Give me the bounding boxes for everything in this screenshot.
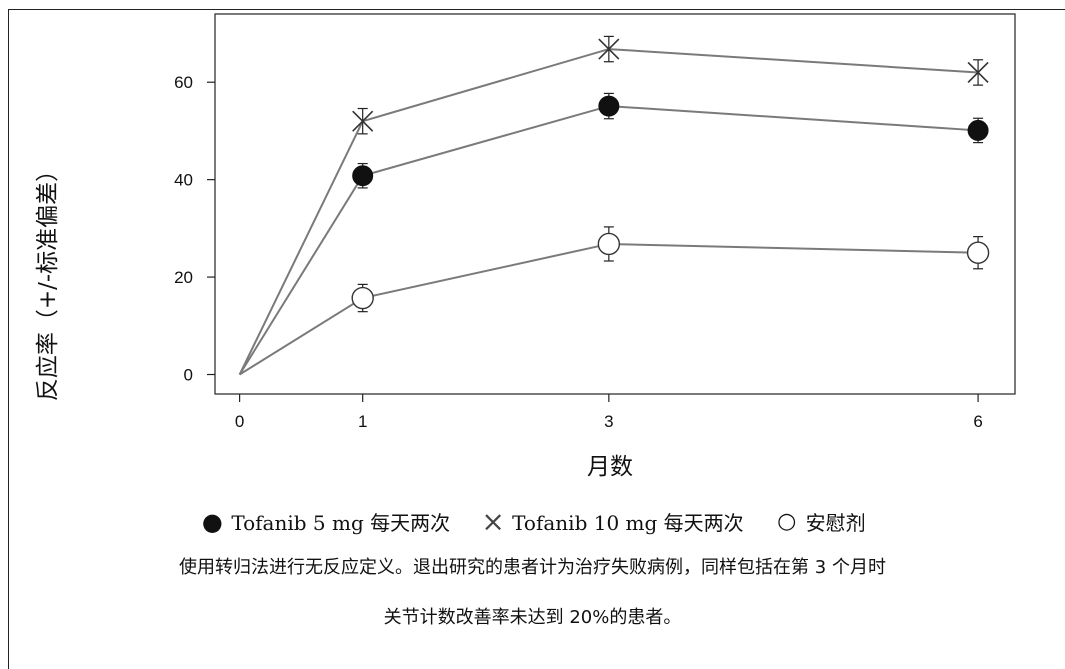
axes: 0 20 40 60 0 1 3 6 (174, 73, 983, 431)
y-tick-label: 20 (174, 268, 193, 287)
series-line-0 (238, 105, 979, 376)
legend: ● Tofanib 5 mg 每天两次 × Tofanib 10 mg 每天两次… (0, 505, 1065, 538)
series-line-1 (238, 48, 979, 375)
x-tick-label: 0 (235, 412, 244, 431)
x-tick-label: 6 (973, 412, 982, 431)
data-point-5mg (598, 95, 620, 117)
data-point-5mg (352, 165, 374, 187)
open-circle-icon: ○ (777, 509, 797, 534)
legend-item-10mg: × Tofanib 10 mg 每天两次 (480, 505, 744, 538)
legend-item-placebo: ○ 安慰剂 (774, 507, 866, 536)
data-point-5mg (967, 119, 989, 141)
data-point-10mg (598, 38, 620, 60)
plot-area-border (214, 13, 1016, 395)
legend-label: Tofanib 5 mg 每天两次 (231, 511, 451, 535)
series-line-2 (239, 242, 979, 376)
error-bars (357, 35, 984, 313)
y-tick-label: 40 (174, 171, 193, 190)
y-tick-label: 60 (174, 73, 193, 92)
x-tick-label: 3 (604, 412, 613, 431)
chart-area: 0 20 40 60 0 1 3 6 (174, 13, 1016, 431)
footnote-line-2: 关节计数改善率未达到 20%的患者。 (383, 607, 682, 628)
y-tick-label: 0 (184, 366, 193, 385)
legend-label: 安慰剂 (805, 511, 866, 535)
legend-label: Tofanib 10 mg 每天两次 (512, 511, 744, 535)
data-point-placebo (966, 241, 990, 264)
x-tick-label: 1 (358, 412, 367, 431)
data-point-10mg (352, 110, 374, 132)
x-mark-icon: × (481, 505, 505, 538)
series-lines (238, 48, 979, 376)
footnote-line-1: 使用转归法进行无反应定义。退出研究的患者计为治疗失败病例，同样包括在第 3 个月… (179, 557, 886, 578)
y-axis-label: 反应率（+/-标准偏差） (35, 158, 62, 402)
x-axis-label: 月数 (587, 454, 633, 480)
data-point-placebo (597, 232, 621, 256)
markers (351, 38, 990, 310)
figure-frame (8, 9, 1065, 669)
data-point-placebo (351, 286, 374, 310)
filled-circle-icon: ● (201, 507, 223, 536)
data-point-10mg (967, 61, 989, 84)
legend-item-5mg: ● Tofanib 5 mg 每天两次 (199, 507, 450, 536)
